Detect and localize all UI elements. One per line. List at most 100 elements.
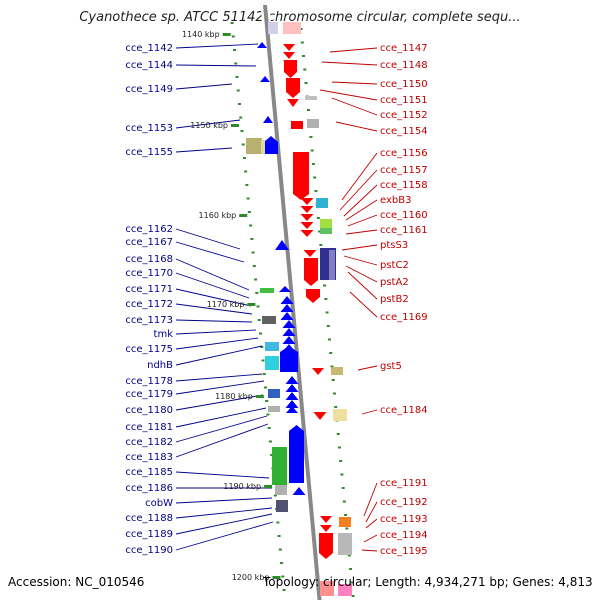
gene-label-pstC2: pstC2 xyxy=(380,260,409,271)
feature-block xyxy=(268,406,280,412)
gene-label-cce_1161: cce_1161 xyxy=(380,225,428,236)
gene-label-cce_1155: cce_1155 xyxy=(125,147,173,158)
minor-tick xyxy=(273,494,277,497)
scale-label: 1150 kbp xyxy=(190,121,228,130)
connector-line xyxy=(341,152,378,201)
minor-tick xyxy=(276,521,280,524)
connector-line xyxy=(335,121,378,132)
gene-label-exbB3: exbB3 xyxy=(380,195,411,206)
gene-label-cce_1175: cce_1175 xyxy=(125,344,173,355)
minor-tick xyxy=(306,109,310,111)
connector-line xyxy=(357,365,378,371)
minor-tick xyxy=(334,406,338,408)
connector-line xyxy=(175,507,273,519)
connector-line xyxy=(331,97,378,116)
gene-label-cce_1168: cce_1168 xyxy=(125,254,173,265)
connector-line xyxy=(175,521,274,551)
connector-lines-layer xyxy=(175,43,378,552)
gene-label-cce_1152: cce_1152 xyxy=(380,110,428,121)
gene-label-cce_1144: cce_1144 xyxy=(125,60,173,71)
minor-tick xyxy=(263,386,267,389)
minor-tick xyxy=(325,311,329,314)
gene-label-cobW: cobW xyxy=(145,498,173,509)
gene-label-tmk: tmk xyxy=(154,329,174,340)
connector-line xyxy=(175,415,268,443)
minor-tick xyxy=(233,49,237,51)
gene-arrow-forward xyxy=(285,384,299,392)
minor-tick xyxy=(250,238,254,240)
gene-arrow-forward xyxy=(263,116,273,123)
gene-block-reverse xyxy=(293,152,309,200)
feature-block xyxy=(320,228,332,234)
scale-label: 1200 kbp xyxy=(232,573,270,582)
gene-arrow-forward xyxy=(285,376,299,384)
connector-line xyxy=(347,214,378,227)
minor-tick xyxy=(261,359,265,362)
feature-block xyxy=(272,447,287,485)
connector-line xyxy=(345,265,378,283)
gene-block-reverse xyxy=(304,258,318,286)
connector-line xyxy=(175,380,265,395)
connector-line xyxy=(175,241,245,263)
gene-label-cce_1154: cce_1154 xyxy=(380,126,428,137)
scale-label: 1140 kbp xyxy=(182,30,220,39)
gene-block-reverse xyxy=(286,78,300,98)
minor-tick xyxy=(330,365,334,368)
minor-tick xyxy=(265,400,269,402)
minor-tick xyxy=(299,28,303,30)
gene-label-cce_1147: cce_1147 xyxy=(380,43,428,54)
gene-arrow-forward xyxy=(285,392,299,400)
gene-label-cce_1170: cce_1170 xyxy=(125,268,173,279)
gene-arrow-reverse xyxy=(320,525,332,532)
minor-tick xyxy=(260,346,264,348)
gene-label-cce_1179: cce_1179 xyxy=(125,389,173,400)
minor-tick xyxy=(277,535,281,537)
minor-tick xyxy=(347,554,351,557)
minor-tick xyxy=(313,176,317,179)
minor-tick xyxy=(235,76,239,78)
connector-line xyxy=(175,288,252,307)
minor-tick xyxy=(329,352,333,354)
feature-block xyxy=(339,517,351,527)
minor-tick xyxy=(252,265,256,267)
gene-arrow-forward xyxy=(282,320,296,328)
connector-line xyxy=(363,482,378,517)
feature-block xyxy=(316,198,328,208)
gene-arrow-forward xyxy=(260,76,270,82)
connector-line xyxy=(345,199,378,221)
scale-label: 1180 kbp xyxy=(215,392,253,401)
gene-arrow-forward xyxy=(292,487,306,495)
connector-line xyxy=(175,119,241,129)
connector-line xyxy=(175,228,241,250)
minor-tick xyxy=(256,305,260,308)
feature-block xyxy=(276,500,288,512)
scale-label: 1170 kbp xyxy=(207,300,245,309)
gene-arrow-forward xyxy=(279,286,291,292)
gene-label-cce_1183: cce_1183 xyxy=(125,452,173,463)
gene-arrow-reverse xyxy=(300,222,314,229)
feature-block xyxy=(246,138,262,154)
gene-label-cce_1172: cce_1172 xyxy=(125,299,173,310)
feature-block xyxy=(260,288,274,293)
minor-tick xyxy=(268,440,272,443)
connector-line xyxy=(341,244,378,251)
minor-tick xyxy=(270,454,274,456)
gene-arrow-reverse xyxy=(300,198,314,205)
feature-block xyxy=(265,356,279,370)
feature-block xyxy=(331,367,343,375)
gene-label-cce_1173: cce_1173 xyxy=(125,315,173,326)
minor-tick xyxy=(245,184,249,186)
feature-block xyxy=(261,140,265,154)
gene-label-cce_1167: cce_1167 xyxy=(125,237,173,248)
genes-layer xyxy=(246,22,352,596)
connector-line xyxy=(175,394,264,411)
gene-label-cce_1180: cce_1180 xyxy=(125,405,173,416)
minor-tick xyxy=(303,68,307,71)
major-tick xyxy=(255,395,264,398)
gene-arrow-reverse xyxy=(300,214,314,221)
connector-line xyxy=(175,497,273,504)
gene-arrow-reverse xyxy=(312,368,324,375)
scale-labels-layer: 1140 kbp 1150 kbp 1160 kbp 1170 kbp 1180 kbp… xyxy=(182,30,281,582)
minor-tick xyxy=(255,292,259,294)
connector-line xyxy=(175,513,273,535)
